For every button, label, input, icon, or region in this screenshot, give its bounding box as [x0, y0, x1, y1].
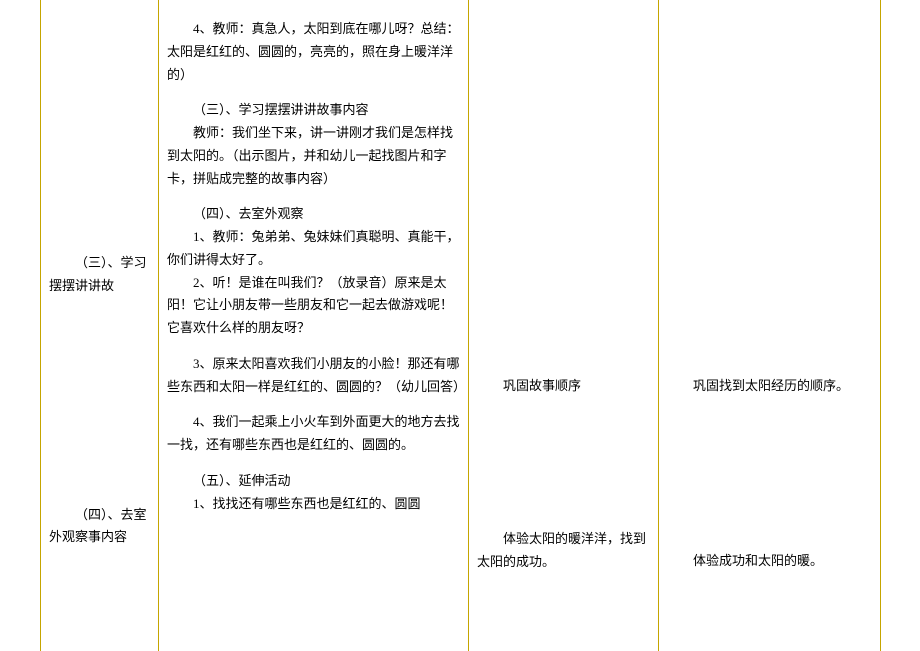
section-heading-4: （四）、去室外观察事内容: [49, 504, 150, 550]
cell-teacher-script: 4、教师：真急人，太阳到底在哪儿呀？总结：太阳是红红的、圆圆的，亮亮的，照在身上…: [159, 0, 469, 651]
script-s4-1: 1、教师：兔弟弟、兔妹妹们真聪明、真能干，你们讲得太好了。: [167, 226, 460, 272]
section-heading-3: （三）、学习摆摆讲讲故: [49, 252, 150, 298]
script-s5-heading: （五）、延伸活动: [167, 470, 460, 493]
script-p1: 4、教师：真急人，太阳到底在哪儿呀？总结：太阳是红红的、圆圆的，亮亮的，照在身上…: [167, 18, 460, 86]
activity-p2: 体验太阳的暖洋洋，找到太阳的成功。: [477, 528, 650, 574]
intent-p2: 体验成功和太阳的暖。: [667, 550, 872, 573]
script-s3-body: 教师：我们坐下来，讲一讲刚才我们是怎样找到太阳的。（出示图片，并和幼儿一起找图片…: [167, 122, 460, 190]
script-s4-3: 3、原来太阳喜欢我们小朋友的小脸！那还有哪些东西和太阳一样是红红的、圆圆的？（幼…: [167, 353, 460, 399]
script-s4-heading: （四）、去室外观察: [167, 203, 460, 226]
activity-p1: 巩固故事顺序: [477, 375, 650, 398]
script-s4-2: 2、听！是谁在叫我们？（放录音）原来是太阳！它让小朋友带一些朋友和它一起去做游戏…: [167, 272, 460, 340]
document-page: （三）、学习摆摆讲讲故 （四）、去室外观察事内容 4、教师：真急人，太阳到底在哪…: [0, 0, 920, 651]
script-s4-4: 4、我们一起乘上小火车到外面更大的地方去找一找，还有哪些东西也是红红的、圆圆的。: [167, 411, 460, 457]
intent-p1: 巩固找到太阳经历的顺序。: [667, 375, 872, 398]
script-s3-heading: （三）、学习摆摆讲讲故事内容: [167, 99, 460, 122]
script-s5-1: 1、找找还有哪些东西也是红红的、圆圆: [167, 493, 460, 516]
cell-design-intent: 巩固找到太阳经历的顺序。 体验成功和太阳的暖。: [659, 0, 881, 651]
lesson-plan-table: （三）、学习摆摆讲讲故 （四）、去室外观察事内容 4、教师：真急人，太阳到底在哪…: [40, 0, 881, 651]
cell-student-activity: 巩固故事顺序 体验太阳的暖洋洋，找到太阳的成功。: [469, 0, 659, 651]
table-row: （三）、学习摆摆讲讲故 （四）、去室外观察事内容 4、教师：真急人，太阳到底在哪…: [41, 0, 881, 651]
cell-section-headings: （三）、学习摆摆讲讲故 （四）、去室外观察事内容: [41, 0, 159, 651]
